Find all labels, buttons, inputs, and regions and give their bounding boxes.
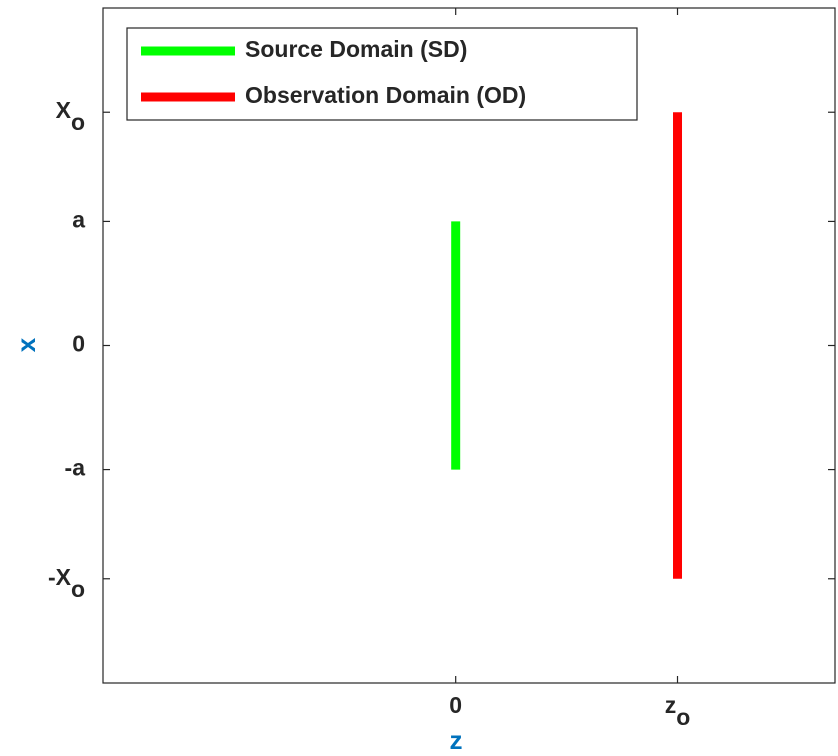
tick-label: a [72, 206, 85, 232]
y-axis-label: x [11, 337, 41, 352]
tick-label-main: -X [48, 564, 72, 590]
tick-label-sub: o [71, 109, 85, 135]
tick-label: zo [665, 692, 691, 730]
tick-label-sub: o [676, 704, 690, 730]
tick-label: -Xo [48, 564, 85, 602]
tick-label-main: 0 [72, 331, 85, 357]
legend-box [126, 27, 638, 121]
legend-label: Source Domain (SD) [245, 36, 467, 62]
tick-label: 0 [449, 692, 462, 718]
tick-label-sub: o [71, 576, 85, 602]
tick-label-main: X [56, 97, 72, 123]
tick-label-main: a [72, 206, 85, 232]
tick-label: Xo [56, 97, 85, 135]
tick-label: -a [65, 455, 86, 481]
tick-label-main: z [665, 692, 677, 718]
tick-label-main: 0 [449, 692, 462, 718]
legend-label: Observation Domain (OD) [245, 82, 526, 108]
x-axis-label: z [450, 725, 463, 755]
tick-label: 0 [72, 331, 85, 357]
tick-label-main: -a [65, 455, 86, 481]
